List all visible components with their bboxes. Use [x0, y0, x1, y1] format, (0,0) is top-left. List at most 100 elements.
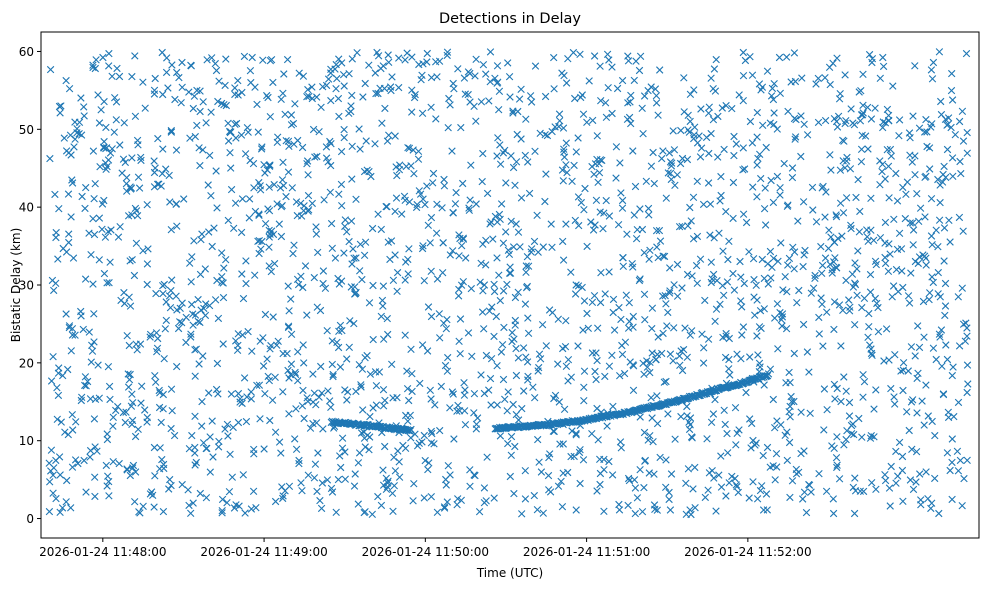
- data-point: [685, 128, 694, 136]
- data-point: [426, 386, 434, 394]
- data-point: [125, 376, 134, 384]
- data-point: [557, 477, 565, 486]
- data-point: [392, 194, 401, 202]
- data-point: [372, 89, 380, 98]
- data-point: [269, 313, 277, 321]
- data-point: [838, 232, 846, 240]
- data-point: [414, 155, 423, 163]
- data-point: [125, 293, 133, 301]
- data-point: [133, 212, 142, 220]
- data-point: [564, 55, 572, 63]
- data-point: [178, 480, 186, 489]
- data-point: [54, 255, 62, 263]
- data-point: [151, 472, 159, 480]
- data-point: [593, 404, 601, 413]
- data-point: [285, 374, 293, 382]
- data-point: [359, 93, 367, 101]
- data-point: [805, 368, 813, 376]
- data-point: [291, 100, 299, 108]
- data-point: [309, 419, 317, 428]
- data-point: [478, 177, 486, 186]
- data-point: [636, 52, 645, 60]
- data-point: [578, 283, 586, 292]
- data-point: [499, 287, 508, 295]
- data-point: [762, 490, 771, 498]
- data-point: [352, 387, 360, 396]
- data-point: [427, 493, 435, 501]
- data-point: [842, 117, 850, 125]
- data-point: [212, 385, 221, 394]
- data-point: [377, 225, 385, 234]
- data-point: [360, 428, 368, 436]
- data-point: [815, 313, 823, 322]
- data-point: [218, 278, 226, 286]
- data-point: [889, 82, 897, 90]
- data-point: [748, 139, 757, 147]
- data-point: [369, 335, 377, 344]
- data-point: [265, 162, 274, 170]
- data-point: [365, 61, 373, 69]
- data-point: [653, 419, 662, 428]
- data-point: [507, 152, 515, 160]
- data-point: [845, 412, 854, 420]
- data-point: [236, 395, 244, 403]
- data-point: [895, 132, 903, 140]
- data-point: [299, 386, 307, 395]
- data-point: [164, 84, 172, 92]
- data-point: [299, 72, 308, 80]
- data-point: [580, 367, 589, 375]
- data-point: [647, 394, 655, 402]
- data-point: [809, 284, 818, 292]
- data-point: [605, 268, 613, 276]
- data-point: [775, 53, 784, 62]
- data-point: [152, 329, 161, 337]
- data-point: [90, 230, 99, 239]
- data-point: [576, 479, 584, 488]
- data-point: [467, 284, 475, 293]
- data-point: [432, 115, 440, 123]
- data-point: [356, 267, 364, 275]
- data-point: [511, 442, 519, 451]
- data-point: [317, 362, 325, 371]
- data-point: [488, 303, 496, 311]
- data-point: [618, 350, 627, 359]
- data-point: [733, 350, 741, 358]
- data-point: [418, 109, 427, 117]
- data-point: [560, 145, 568, 153]
- data-point: [284, 323, 293, 332]
- data-point: [712, 55, 720, 64]
- data-point: [303, 311, 311, 319]
- data-point: [870, 405, 878, 413]
- data-point: [292, 405, 300, 413]
- data-point: [127, 185, 135, 193]
- data-point: [146, 330, 155, 339]
- data-point: [487, 401, 495, 409]
- data-point: [878, 160, 887, 168]
- data-point: [105, 477, 113, 486]
- data-point: [288, 184, 296, 192]
- data-point: [208, 417, 216, 425]
- data-point: [887, 462, 895, 471]
- data-point: [635, 276, 644, 285]
- data-point: [940, 162, 948, 171]
- data-point: [920, 421, 928, 429]
- data-point: [693, 177, 701, 185]
- data-point: [432, 229, 441, 237]
- data-point: [535, 363, 543, 372]
- data-point: [355, 361, 363, 369]
- data-point: [589, 116, 597, 125]
- data-point: [761, 184, 769, 192]
- data-point: [143, 201, 151, 209]
- data-point: [285, 410, 293, 418]
- data-point: [401, 56, 409, 64]
- data-point: [143, 280, 151, 289]
- data-point: [961, 337, 969, 345]
- data-point: [438, 204, 446, 212]
- data-point: [517, 194, 526, 202]
- data-point: [686, 506, 694, 514]
- data-point: [520, 387, 528, 395]
- data-point: [275, 438, 284, 446]
- data-point: [509, 243, 518, 251]
- data-point: [831, 254, 839, 262]
- data-point: [333, 74, 341, 83]
